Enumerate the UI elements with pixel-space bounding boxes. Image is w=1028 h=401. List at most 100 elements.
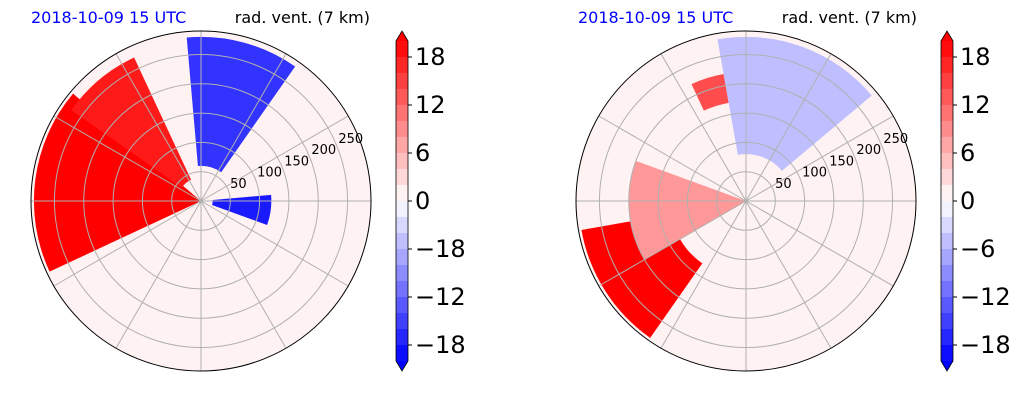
right-colorbar-extend-max bbox=[941, 31, 953, 41]
left-colorbar-band bbox=[396, 345, 408, 362]
right-panel: 2018-10-09 15 UTC rad. vent. (7 km) 50 1… bbox=[575, 8, 1011, 372]
left-grid-spoke bbox=[200, 200, 349, 287]
left-colorbar-tick-label: −12 bbox=[415, 283, 466, 311]
left-colorbar-band bbox=[396, 41, 408, 58]
right-colorbar-band bbox=[941, 57, 953, 74]
left-polar-plot bbox=[31, 31, 371, 371]
right-grid-spoke bbox=[598, 115, 747, 202]
right-radial-label: 200 bbox=[856, 143, 881, 158]
right-colorbar-band bbox=[941, 345, 953, 362]
right-field-region-outbound-north bbox=[691, 73, 729, 111]
left-colorbar-tick-label: 0 bbox=[415, 187, 430, 215]
right-colorbar-band bbox=[941, 41, 953, 58]
right-velocity-field bbox=[581, 36, 872, 338]
left-panel-title-left: 2018-10-09 15 UTC bbox=[31, 8, 186, 27]
left-polar-frame bbox=[30, 30, 372, 372]
left-field-region-inbound-band-east bbox=[212, 194, 272, 226]
right-grid-spoke bbox=[745, 53, 832, 202]
left-colorbar-outline bbox=[395, 30, 409, 372]
right-grid-spoke bbox=[660, 200, 747, 349]
left-field-region-strong-outbound-west bbox=[33, 93, 201, 272]
right-colorbar-band bbox=[941, 249, 953, 266]
right-field-region-strong-outbound-southwest bbox=[581, 214, 703, 338]
left-colorbar-extend-min bbox=[396, 361, 408, 371]
left-grid-spoke bbox=[115, 53, 202, 202]
right-colorbar-band bbox=[941, 265, 953, 282]
right-colorbar-band bbox=[941, 217, 953, 234]
right-colorbar-bands bbox=[940, 30, 954, 372]
left-field-region-strong-outbound-nw bbox=[71, 57, 192, 188]
right-colorbar-band bbox=[941, 105, 953, 122]
right-colorbar-band bbox=[941, 185, 953, 202]
right-grid-spoke bbox=[660, 53, 747, 202]
right-colorbar-ticks: 18 12 6 0 −6 −12 −18 bbox=[953, 43, 1011, 359]
right-radial-label: 250 bbox=[883, 132, 908, 147]
right-colorbar-band bbox=[941, 297, 953, 314]
left-colorbar-band bbox=[396, 121, 408, 138]
left-colorbar-tick-label: −18 bbox=[415, 235, 466, 263]
right-colorbar-band bbox=[941, 169, 953, 186]
left-colorbar-band bbox=[396, 137, 408, 154]
right-radial-label: 50 bbox=[775, 177, 792, 192]
right-colorbar-tick-label: −6 bbox=[960, 235, 995, 263]
right-field-region-moderate-outbound-west bbox=[628, 160, 746, 260]
left-colorbar-tick-label: 12 bbox=[415, 91, 446, 119]
right-field-region-weak-inbound-northeast bbox=[717, 36, 872, 171]
left-colorbar-band bbox=[396, 281, 408, 298]
left-radial-label: 250 bbox=[338, 132, 363, 147]
left-radial-label: 200 bbox=[311, 143, 336, 158]
right-colorbar-band bbox=[941, 329, 953, 346]
right-colorbar-band bbox=[941, 153, 953, 170]
left-colorbar-band bbox=[396, 297, 408, 314]
right-colorbar-band bbox=[941, 89, 953, 106]
right-radial-labels: 50 100 150 200 250 bbox=[775, 132, 908, 192]
left-colorbar-band bbox=[396, 89, 408, 106]
right-colorbar-band bbox=[941, 201, 953, 218]
left-colorbar-band bbox=[396, 201, 408, 218]
left-grid-spoke bbox=[53, 200, 202, 287]
left-colorbar-band bbox=[396, 217, 408, 234]
right-colorbar-outline bbox=[940, 30, 954, 372]
right-colorbar-extend-min bbox=[941, 361, 953, 371]
right-colorbar: 18 12 6 0 −6 −12 −18 bbox=[940, 30, 1011, 372]
left-colorbar-tick-label: 6 bbox=[415, 139, 430, 167]
left-colorbar-band bbox=[396, 105, 408, 122]
right-colorbar-band bbox=[941, 313, 953, 330]
left-radial-labels: 50 100 150 200 250 bbox=[230, 132, 363, 192]
left-grid-spoke bbox=[53, 115, 202, 202]
right-polar-plot bbox=[576, 31, 916, 371]
right-colorbar-tick-label: −18 bbox=[960, 331, 1011, 359]
left-radial-label: 150 bbox=[284, 154, 309, 169]
right-colorbar-tick-label: 0 bbox=[960, 187, 975, 215]
left-colorbar-tick-label: −18 bbox=[415, 331, 466, 359]
right-colorbar-tick-label: −12 bbox=[960, 283, 1011, 311]
left-grid-spoke bbox=[200, 53, 287, 202]
left-colorbar-band bbox=[396, 249, 408, 266]
left-panel-title-right: rad. vent. (7 km) bbox=[235, 8, 370, 27]
right-polar-frame bbox=[575, 30, 917, 372]
left-colorbar-band bbox=[396, 185, 408, 202]
left-colorbar-band bbox=[396, 153, 408, 170]
left-colorbar-band bbox=[396, 73, 408, 90]
left-colorbar-tick-label: 18 bbox=[415, 43, 446, 71]
left-grid-spoke bbox=[200, 200, 287, 349]
left-colorbar-band bbox=[396, 329, 408, 346]
left-colorbar-ticks: 18 12 6 0 −18 −12 −18 bbox=[408, 43, 466, 359]
left-colorbar: 18 12 6 0 −18 −12 −18 bbox=[395, 30, 466, 372]
right-colorbar-band bbox=[941, 137, 953, 154]
right-colorbar-band bbox=[941, 233, 953, 250]
right-colorbar-tick-label: 6 bbox=[960, 139, 975, 167]
left-colorbar-band bbox=[396, 313, 408, 330]
right-grid-spoke bbox=[598, 200, 747, 287]
left-colorbar-extend-max bbox=[396, 31, 408, 41]
left-panel: 2018-10-09 15 UTC rad. vent. (7 km) 50 1… bbox=[30, 8, 466, 372]
left-colorbar-band bbox=[396, 265, 408, 282]
right-colorbar-tick-label: 18 bbox=[960, 43, 991, 71]
right-colorbar-tick-label: 12 bbox=[960, 91, 991, 119]
left-colorbar-band bbox=[396, 233, 408, 250]
right-grid-spoke bbox=[745, 200, 832, 349]
right-colorbar-band bbox=[941, 281, 953, 298]
right-radial-label: 150 bbox=[829, 154, 854, 169]
left-polar-grid bbox=[31, 31, 371, 371]
left-colorbar-band bbox=[396, 57, 408, 74]
